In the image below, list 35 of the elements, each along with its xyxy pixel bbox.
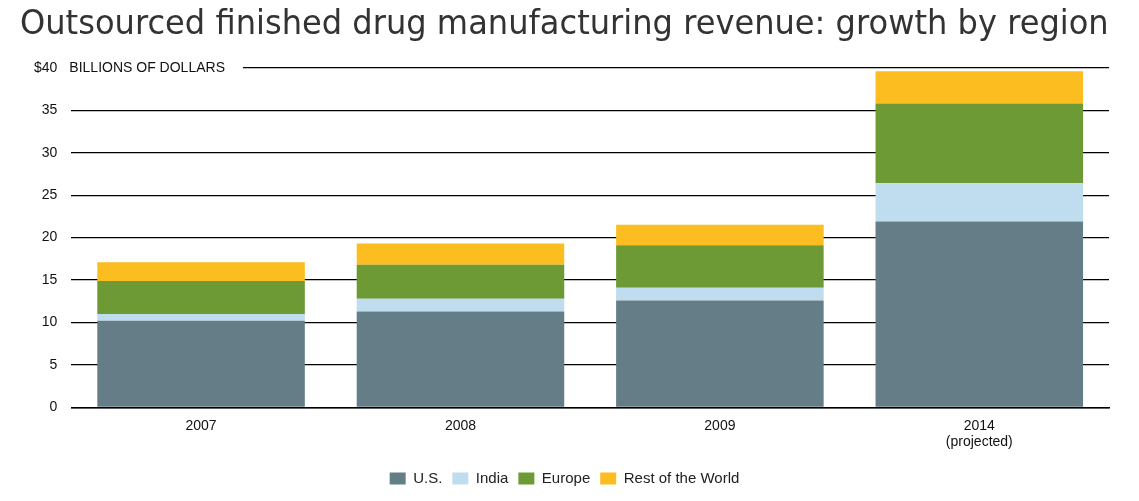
bar <box>875 103 1084 184</box>
bar <box>875 221 1084 407</box>
bar <box>875 183 1084 222</box>
y-axis-title: BILLIONS OF DOLLARS <box>69 58 225 75</box>
bar <box>616 245 824 288</box>
bar <box>97 320 305 407</box>
y-tick-label: 15 <box>41 270 58 287</box>
x-tick-label: 2008 <box>444 416 477 433</box>
bar <box>356 298 565 312</box>
legend-label: India <box>475 468 510 486</box>
bar <box>616 300 824 407</box>
y-tick-label: 30 <box>41 143 58 160</box>
bar <box>356 264 565 299</box>
y-tick-label: 20 <box>41 228 58 245</box>
y-tick-label: 35 <box>41 101 58 118</box>
bar <box>616 224 824 246</box>
bar <box>875 71 1084 104</box>
y-tick-label: 25 <box>41 186 58 203</box>
y-tick-label: $40 <box>34 58 58 75</box>
y-tick-label: 5 <box>49 355 58 372</box>
legend-label: Europe <box>541 468 591 486</box>
bar <box>97 314 305 321</box>
legend-label: Rest of the World <box>623 468 740 486</box>
y-tick-label: 10 <box>41 313 58 330</box>
y-tick-label: 0 <box>49 398 58 415</box>
x-tick-label: 2007 <box>185 416 217 433</box>
bar <box>97 280 305 315</box>
legend-label: U.S. <box>413 468 443 486</box>
bar <box>97 262 305 281</box>
x-tick-label: 2014 (projected) <box>945 416 1013 450</box>
bar <box>356 311 565 407</box>
bar <box>356 243 565 265</box>
chart-title: Outsourced finished drug manufacturing revenue: growth by region <box>20 2 1109 43</box>
bar <box>616 287 824 301</box>
x-tick-label: 2009 <box>704 416 736 433</box>
